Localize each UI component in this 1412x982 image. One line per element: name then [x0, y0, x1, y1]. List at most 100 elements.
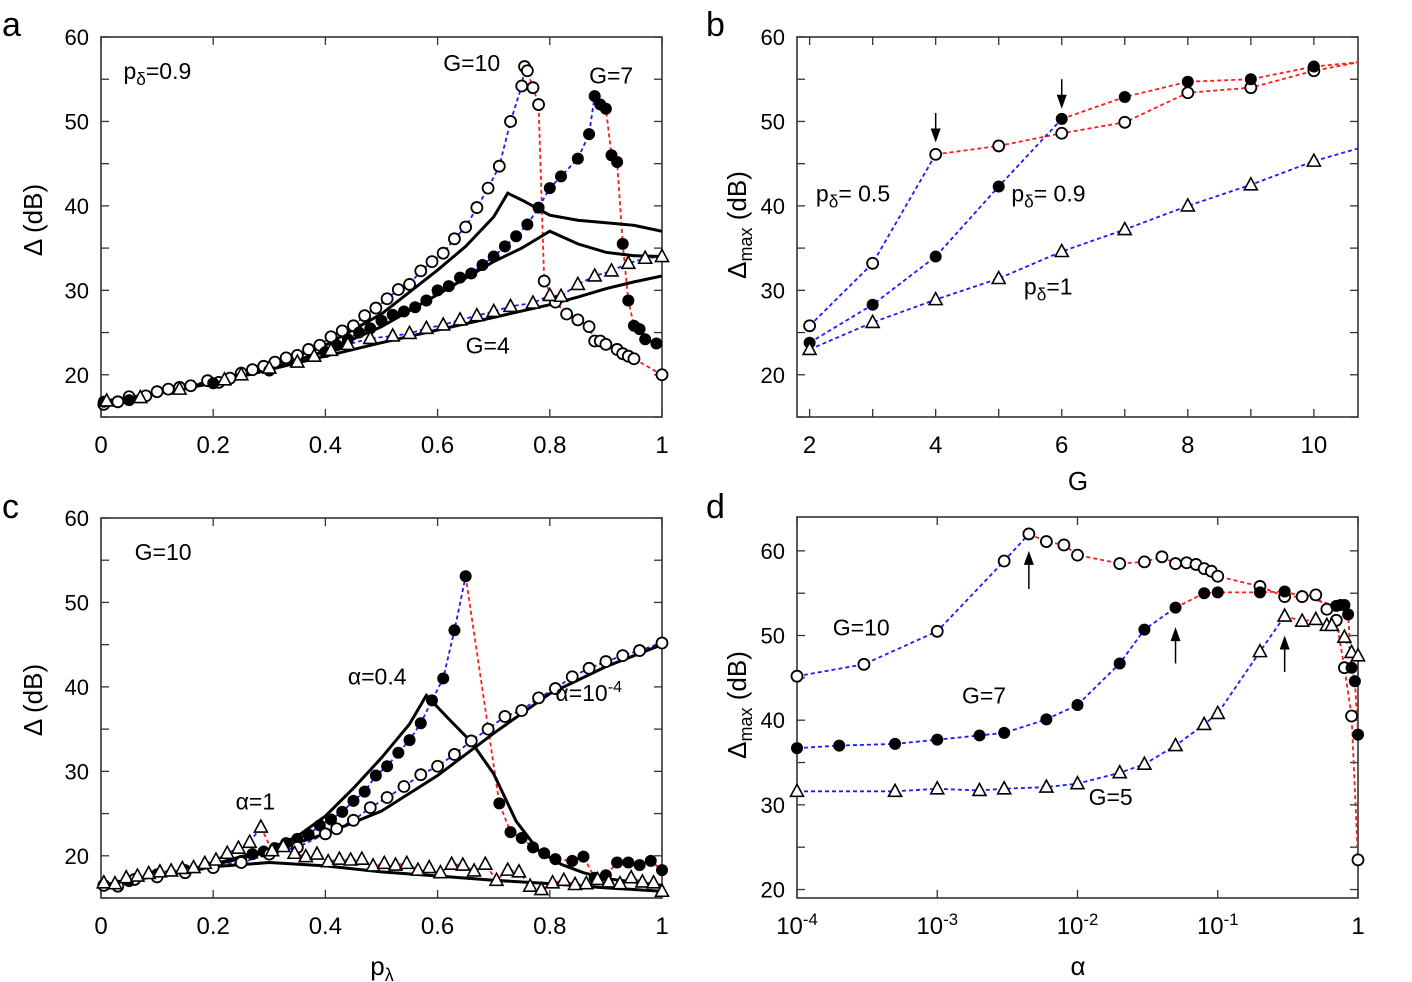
- x-tick-label: 0.2: [197, 913, 230, 940]
- arrow-head-icon: [1023, 550, 1034, 565]
- marker-filled-circle: [532, 201, 545, 214]
- dashed-line-falling: [1061, 61, 1358, 120]
- x-tick-label: 0.6: [421, 432, 454, 459]
- y-tick-label: 40: [65, 194, 89, 219]
- y-tick-label: 50: [761, 624, 785, 649]
- y-tick-label: 20: [761, 878, 785, 903]
- marker-open-circle: [515, 79, 529, 93]
- marker-filled-circle: [1113, 657, 1126, 670]
- marker-open-triangle: [264, 842, 280, 857]
- marker-open-triangle: [107, 874, 123, 890]
- y-tick-label: 60: [761, 539, 785, 564]
- marker-open-triangle: [216, 371, 233, 386]
- x-tick-label: 10: [1301, 432, 1328, 459]
- dashed-line-rising: [797, 606, 1177, 750]
- marker-open-circle: [515, 704, 529, 717]
- marker-open-triangle: [600, 873, 617, 888]
- marker-open-triangle: [1323, 616, 1340, 632]
- annotation-label: pδ=0.9: [123, 58, 191, 89]
- marker-open-triangle: [129, 867, 146, 882]
- marker-open-circle: [184, 379, 198, 393]
- dashed-line-falling: [593, 95, 657, 345]
- marker-filled-circle: [1198, 587, 1211, 600]
- marker-filled-circle: [442, 280, 455, 293]
- marker-open-triangle: [533, 880, 550, 896]
- marker-open-triangle: [174, 859, 191, 875]
- x-tick-label: 8: [1181, 432, 1194, 459]
- marker-open-triangle: [401, 324, 418, 340]
- marker-filled-circle: [1040, 713, 1053, 726]
- marker-open-circle: [111, 395, 125, 409]
- marker-open-circle: [504, 115, 517, 128]
- arrow-head-icon: [1279, 635, 1290, 650]
- marker-filled-circle: [555, 170, 568, 183]
- plot-area-c: 20 30 40 50 60 0 0.2 0.4 0.6 0.8 1 G=10 α=0.4 α=10-4 α…: [65, 506, 670, 940]
- marker-filled-circle: [577, 850, 590, 863]
- marker-filled-circle: [931, 733, 944, 746]
- marker-open-circle: [464, 734, 478, 748]
- marker-open-triangle: [339, 335, 356, 351]
- marker-open-circle: [866, 256, 880, 270]
- panel-a: a 20 30 40 50 60 0 0.2 0.4 0.6 0.8 1 pδ=0.9 G=10 G=7 G…: [2, 6, 670, 459]
- marker-open-triangle: [1038, 778, 1055, 793]
- plot-area-d: 20 30 40 50 60 10-4 10-3 10-2 10-1 1 G=10 G=7 G=5: [761, 516, 1366, 940]
- marker-open-circle: [161, 382, 175, 396]
- plot-area-b: 20 30 40 50 60 2 4 6 8 10 pδ= 0.5 pδ= 0.9 pδ=1: [761, 25, 1359, 459]
- marker-open-circle: [318, 827, 332, 841]
- marker-filled-circle: [364, 322, 377, 335]
- marker-filled-circle: [644, 854, 657, 867]
- marker-filled-circle: [1307, 60, 1320, 73]
- marker-filled-circle: [526, 841, 539, 854]
- x-tick-label: 0: [94, 432, 107, 459]
- marker-filled-circle: [381, 760, 394, 773]
- marker-filled-circle: [325, 813, 338, 826]
- marker-open-triangle: [511, 863, 527, 878]
- dashed-line-rising: [106, 255, 662, 402]
- marker-filled-circle: [583, 128, 596, 141]
- marker-filled-circle: [566, 854, 579, 867]
- marker-open-triangle: [1252, 642, 1268, 658]
- marker-open-triangle: [544, 874, 561, 889]
- marker-open-circle: [1309, 588, 1323, 602]
- x-tick-label: 0.6: [421, 913, 454, 940]
- y-tick-label: 40: [761, 708, 785, 733]
- y-axis-label-c: Δ (dB): [18, 664, 48, 736]
- marker-filled-circle: [992, 180, 1005, 193]
- x-tick-label: 0.8: [533, 913, 566, 940]
- marker-open-triangle: [241, 833, 258, 849]
- marker-open-triangle: [1209, 704, 1226, 720]
- marker-open-circle: [627, 352, 641, 366]
- marker-filled-circle: [622, 294, 635, 307]
- marker-filled-circle: [1244, 73, 1257, 86]
- marker-open-triangle: [421, 858, 438, 874]
- marker-filled-circle: [599, 102, 612, 115]
- marker-open-triangle: [410, 861, 426, 876]
- marker-open-circle: [537, 274, 551, 288]
- marker-filled-circle: [409, 301, 422, 314]
- x-tick-label: 6: [1055, 432, 1068, 459]
- marker-filled-circle: [622, 856, 635, 869]
- marker-open-circle: [1295, 590, 1309, 603]
- y-tick-label: 60: [761, 25, 785, 50]
- marker-filled-circle: [1071, 698, 1084, 711]
- marker-filled-circle: [1169, 601, 1182, 614]
- marker-open-triangle: [1053, 242, 1070, 258]
- y-axis-label-d: Δmax (dB): [722, 651, 756, 759]
- marker-open-triangle: [118, 869, 135, 884]
- marker-open-triangle: [185, 858, 202, 874]
- marker-filled-circle: [420, 294, 433, 307]
- marker-open-circle: [414, 768, 428, 782]
- marker-open-triangle: [927, 290, 944, 306]
- marker-filled-circle: [448, 624, 461, 637]
- x-tick-label: 0.4: [309, 432, 342, 459]
- marker-open-circle: [1211, 569, 1225, 583]
- marker-open-triangle: [488, 871, 505, 887]
- marker-filled-circle: [459, 570, 472, 583]
- marker-open-circle: [403, 278, 416, 291]
- marker-open-triangle: [95, 874, 112, 889]
- marker-open-circle: [397, 780, 411, 793]
- marker-filled-circle: [504, 826, 517, 839]
- marker-open-circle: [997, 554, 1011, 568]
- panel-b: b 20 30 40 50 60 2 4 6 8 10 pδ= 0.5 pδ= 0.9 pδ=1 Δma…: [706, 6, 1359, 496]
